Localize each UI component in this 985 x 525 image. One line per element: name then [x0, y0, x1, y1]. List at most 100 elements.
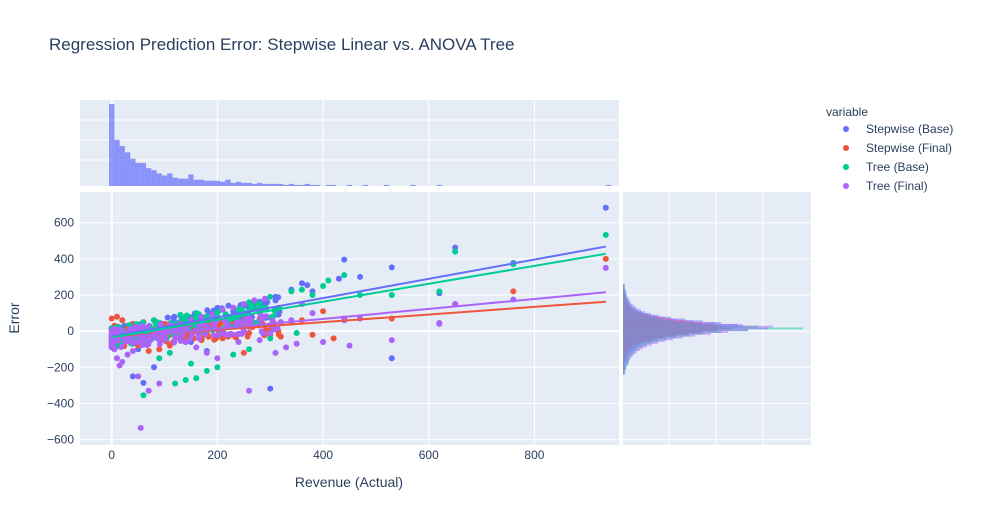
legend-item-label: Stepwise (Base) [866, 122, 953, 136]
scatter-point [272, 293, 279, 300]
legend-title: variable [826, 105, 868, 119]
marginal-x-bar [167, 173, 173, 186]
scatter-point [335, 275, 342, 282]
marginal-x-bar [325, 184, 332, 186]
scatter-point [330, 335, 337, 342]
marginal-x-bar [214, 180, 221, 186]
scatter-point [320, 338, 327, 345]
scatter-point [203, 367, 210, 374]
scatter-point [298, 280, 305, 287]
scatter-point [240, 301, 247, 308]
scatter-point [139, 340, 146, 347]
scatter-point [162, 334, 169, 341]
marginal-x-bar [225, 179, 231, 186]
scatter-point [320, 282, 327, 289]
y-tick-label: 600 [54, 216, 74, 230]
marginal-y-bar [623, 338, 673, 341]
scatter-point [275, 331, 282, 338]
scatter-point [171, 339, 178, 346]
marginal-y-bar [623, 334, 695, 337]
marginal-x-bar [204, 180, 210, 186]
scatter-point [246, 346, 253, 353]
scatter-point [108, 343, 115, 350]
marginal-y-bar [623, 327, 768, 330]
legend-marker [843, 126, 849, 132]
scatter-point [210, 332, 217, 339]
marginal-x-bar [183, 178, 189, 186]
marginal-y-bar [623, 289, 625, 292]
marginal-x-bar [410, 184, 416, 186]
scatter-point [357, 273, 364, 280]
legend-marker [843, 183, 849, 189]
scatter-point [172, 334, 179, 341]
scatter-point [211, 336, 218, 343]
marginal-x-bar [230, 182, 236, 186]
marginal-y-bar [623, 332, 711, 335]
scatter-point [388, 292, 395, 299]
scatter-point [202, 331, 209, 338]
scatter-point [129, 373, 136, 380]
scatter-point [267, 385, 274, 392]
marginal-y-bar [623, 369, 625, 371]
scatter-point [156, 355, 163, 362]
scatter-point [187, 360, 194, 367]
scatter-point [156, 346, 163, 353]
scatter-point [388, 264, 395, 271]
marginal-x-bar [109, 104, 115, 186]
scatter-point [209, 311, 216, 318]
scatter-point [267, 329, 274, 336]
scatter-point [267, 293, 274, 300]
marginal-x-histogram [109, 104, 612, 186]
marginal-x-bar [436, 184, 442, 186]
scatter-point [388, 337, 395, 344]
trendline [111, 291, 606, 340]
scatter-point [210, 320, 217, 327]
marginal-y-bar [623, 287, 624, 290]
marginal-x-bar [257, 182, 263, 186]
scatter-point [309, 310, 316, 317]
scatter-point [145, 387, 152, 394]
scatter-point [320, 308, 327, 315]
scatter-point [214, 364, 221, 371]
scatter-point [247, 302, 254, 309]
legend[interactable]: variable Stepwise (Base) Stepwise (Final)… [826, 105, 953, 193]
marginal-x-bar [220, 181, 226, 186]
axis-ticks: 0 200 400 600 800 −600 −400 −200 0 200 400 600 [47, 216, 545, 462]
scatter-point [172, 380, 179, 387]
x-tick-label: 800 [524, 448, 544, 462]
scatter-point [182, 376, 189, 383]
legend-item-label: Tree (Base) [866, 160, 929, 174]
marginal-x-bar [251, 183, 258, 186]
scatter-point [304, 282, 311, 289]
scatter-point [119, 317, 126, 324]
marginal-x-bar [278, 183, 284, 186]
marginal-x-bar [177, 178, 184, 186]
scatter-point [244, 333, 251, 340]
marginal-y-bar [623, 296, 626, 299]
y-axis-title: Error [6, 302, 22, 333]
scatter-point [267, 335, 274, 342]
marginal-x-bar [346, 184, 353, 186]
scatter-point [164, 314, 171, 321]
scatter-point [452, 248, 459, 255]
marginal-x-bar [124, 152, 131, 186]
y-tick-label: −200 [47, 360, 74, 374]
scatter-point [309, 292, 316, 299]
scatter-point [140, 379, 147, 386]
marginal-y-bar [623, 360, 629, 362]
marginal-y-bar [623, 300, 628, 303]
marginal-y-bar [623, 302, 629, 305]
scatter-point [346, 342, 353, 349]
marginal-y-bar [623, 305, 632, 308]
marginal-y-bar [623, 363, 627, 366]
scatter-point [196, 335, 203, 342]
scatter-point [157, 321, 164, 328]
scatter-point [228, 331, 235, 338]
scatter-point [129, 339, 136, 346]
scatter-point [271, 326, 278, 333]
scatter-point [288, 288, 295, 295]
scatter-point [124, 351, 131, 358]
marginal-y-bar [623, 295, 626, 297]
legend-marker [843, 164, 849, 170]
scatter-point [140, 392, 147, 399]
